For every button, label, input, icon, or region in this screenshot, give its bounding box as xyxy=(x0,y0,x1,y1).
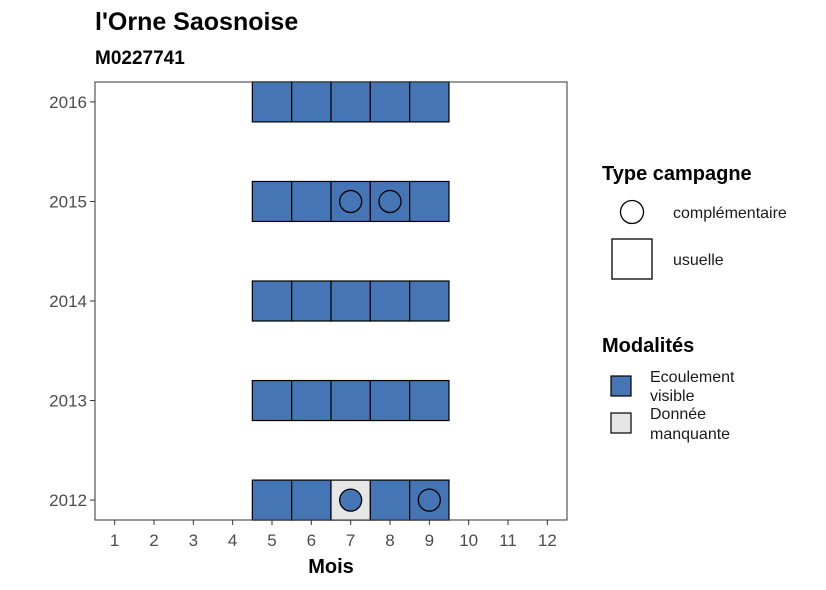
x-tick-label: 1 xyxy=(110,531,119,550)
tile-2014-7 xyxy=(330,280,371,322)
tile-2016-5 xyxy=(251,81,293,123)
tile-2013-5 xyxy=(251,379,293,422)
tile-2014-9 xyxy=(409,280,450,322)
chart-subtitle: M0227741 xyxy=(95,48,185,69)
legend-label-ecoulement-2: visible xyxy=(650,388,695,405)
tile-2015-6 xyxy=(291,180,332,223)
tile-2015-9 xyxy=(409,180,450,223)
tile-2014-6 xyxy=(291,280,332,322)
tile-2016-9 xyxy=(409,81,450,123)
y-tick-label: 2015 xyxy=(49,192,87,211)
x-tick-label: 6 xyxy=(307,531,316,550)
x-tick-label: 5 xyxy=(267,531,276,550)
tile-2012-8 xyxy=(369,479,411,521)
x-tick-label: 3 xyxy=(189,531,198,550)
legend-label-ecoulement-1: Ecoulement xyxy=(650,369,735,386)
chart-title: l'Orne Saosnoise xyxy=(95,8,298,36)
legend-circle-key xyxy=(619,199,645,225)
tile-2015-5 xyxy=(251,180,293,223)
legend-modalites: Modalités Ecoulement visible Donnée manq… xyxy=(602,335,735,443)
x-tick-label: 9 xyxy=(425,531,434,550)
tile-2016-6 xyxy=(291,81,332,123)
tile-2016-7 xyxy=(330,81,371,123)
tile-2016-8 xyxy=(369,81,411,123)
x-axis: 1 2 3 4 5 6 7 8 9 10 11 12 xyxy=(110,520,557,550)
point-complementaire-2012-7 xyxy=(339,488,363,512)
legend-campagne: Type campagne complémentaire usuelle xyxy=(602,163,787,280)
y-axis: 2012 2013 2014 2015 2016 xyxy=(49,93,95,510)
legend-label-manquante-1: Donnée xyxy=(650,406,706,423)
tile-2013-9 xyxy=(409,379,450,422)
point-complementaire-2015-8 xyxy=(378,189,402,214)
tile-2013-8 xyxy=(369,379,411,422)
tile-2013-7 xyxy=(330,379,371,422)
tile-2012-6 xyxy=(291,479,332,521)
plot-marks xyxy=(251,81,450,521)
tile-2012-5 xyxy=(251,479,293,521)
legend-campagne-label-2: usuelle xyxy=(673,252,724,269)
x-tick-label: 12 xyxy=(538,531,557,550)
legend-square-key xyxy=(611,238,653,280)
y-tick-label: 2014 xyxy=(49,292,87,311)
tile-2013-6 xyxy=(291,379,332,422)
legend-key-ecoulement xyxy=(610,375,632,397)
y-tick-label: 2012 xyxy=(49,491,87,510)
x-tick-label: 8 xyxy=(385,531,394,550)
tile-2014-8 xyxy=(369,280,411,322)
legend-campagne-title: Type campagne xyxy=(602,163,752,185)
point-complementaire-2015-7 xyxy=(339,189,363,214)
x-tick-label: 11 xyxy=(499,531,517,550)
legend-label-manquante-2: manquante xyxy=(650,426,730,443)
legend-modalites-title: Modalités xyxy=(602,335,694,357)
y-tick-label: 2016 xyxy=(49,93,87,112)
y-tick-label: 2013 xyxy=(49,392,87,411)
tile-2014-5 xyxy=(251,280,293,322)
legend-key-manquante xyxy=(610,412,632,434)
x-tick-label: 7 xyxy=(346,531,355,550)
x-tick-label: 4 xyxy=(228,531,237,550)
x-axis-title: Mois xyxy=(308,556,354,578)
x-tick-label: 10 xyxy=(459,531,478,550)
legend-campagne-label-1: complémentaire xyxy=(673,205,787,222)
x-tick-label: 2 xyxy=(149,531,158,550)
point-complementaire-2012-9 xyxy=(417,488,441,512)
